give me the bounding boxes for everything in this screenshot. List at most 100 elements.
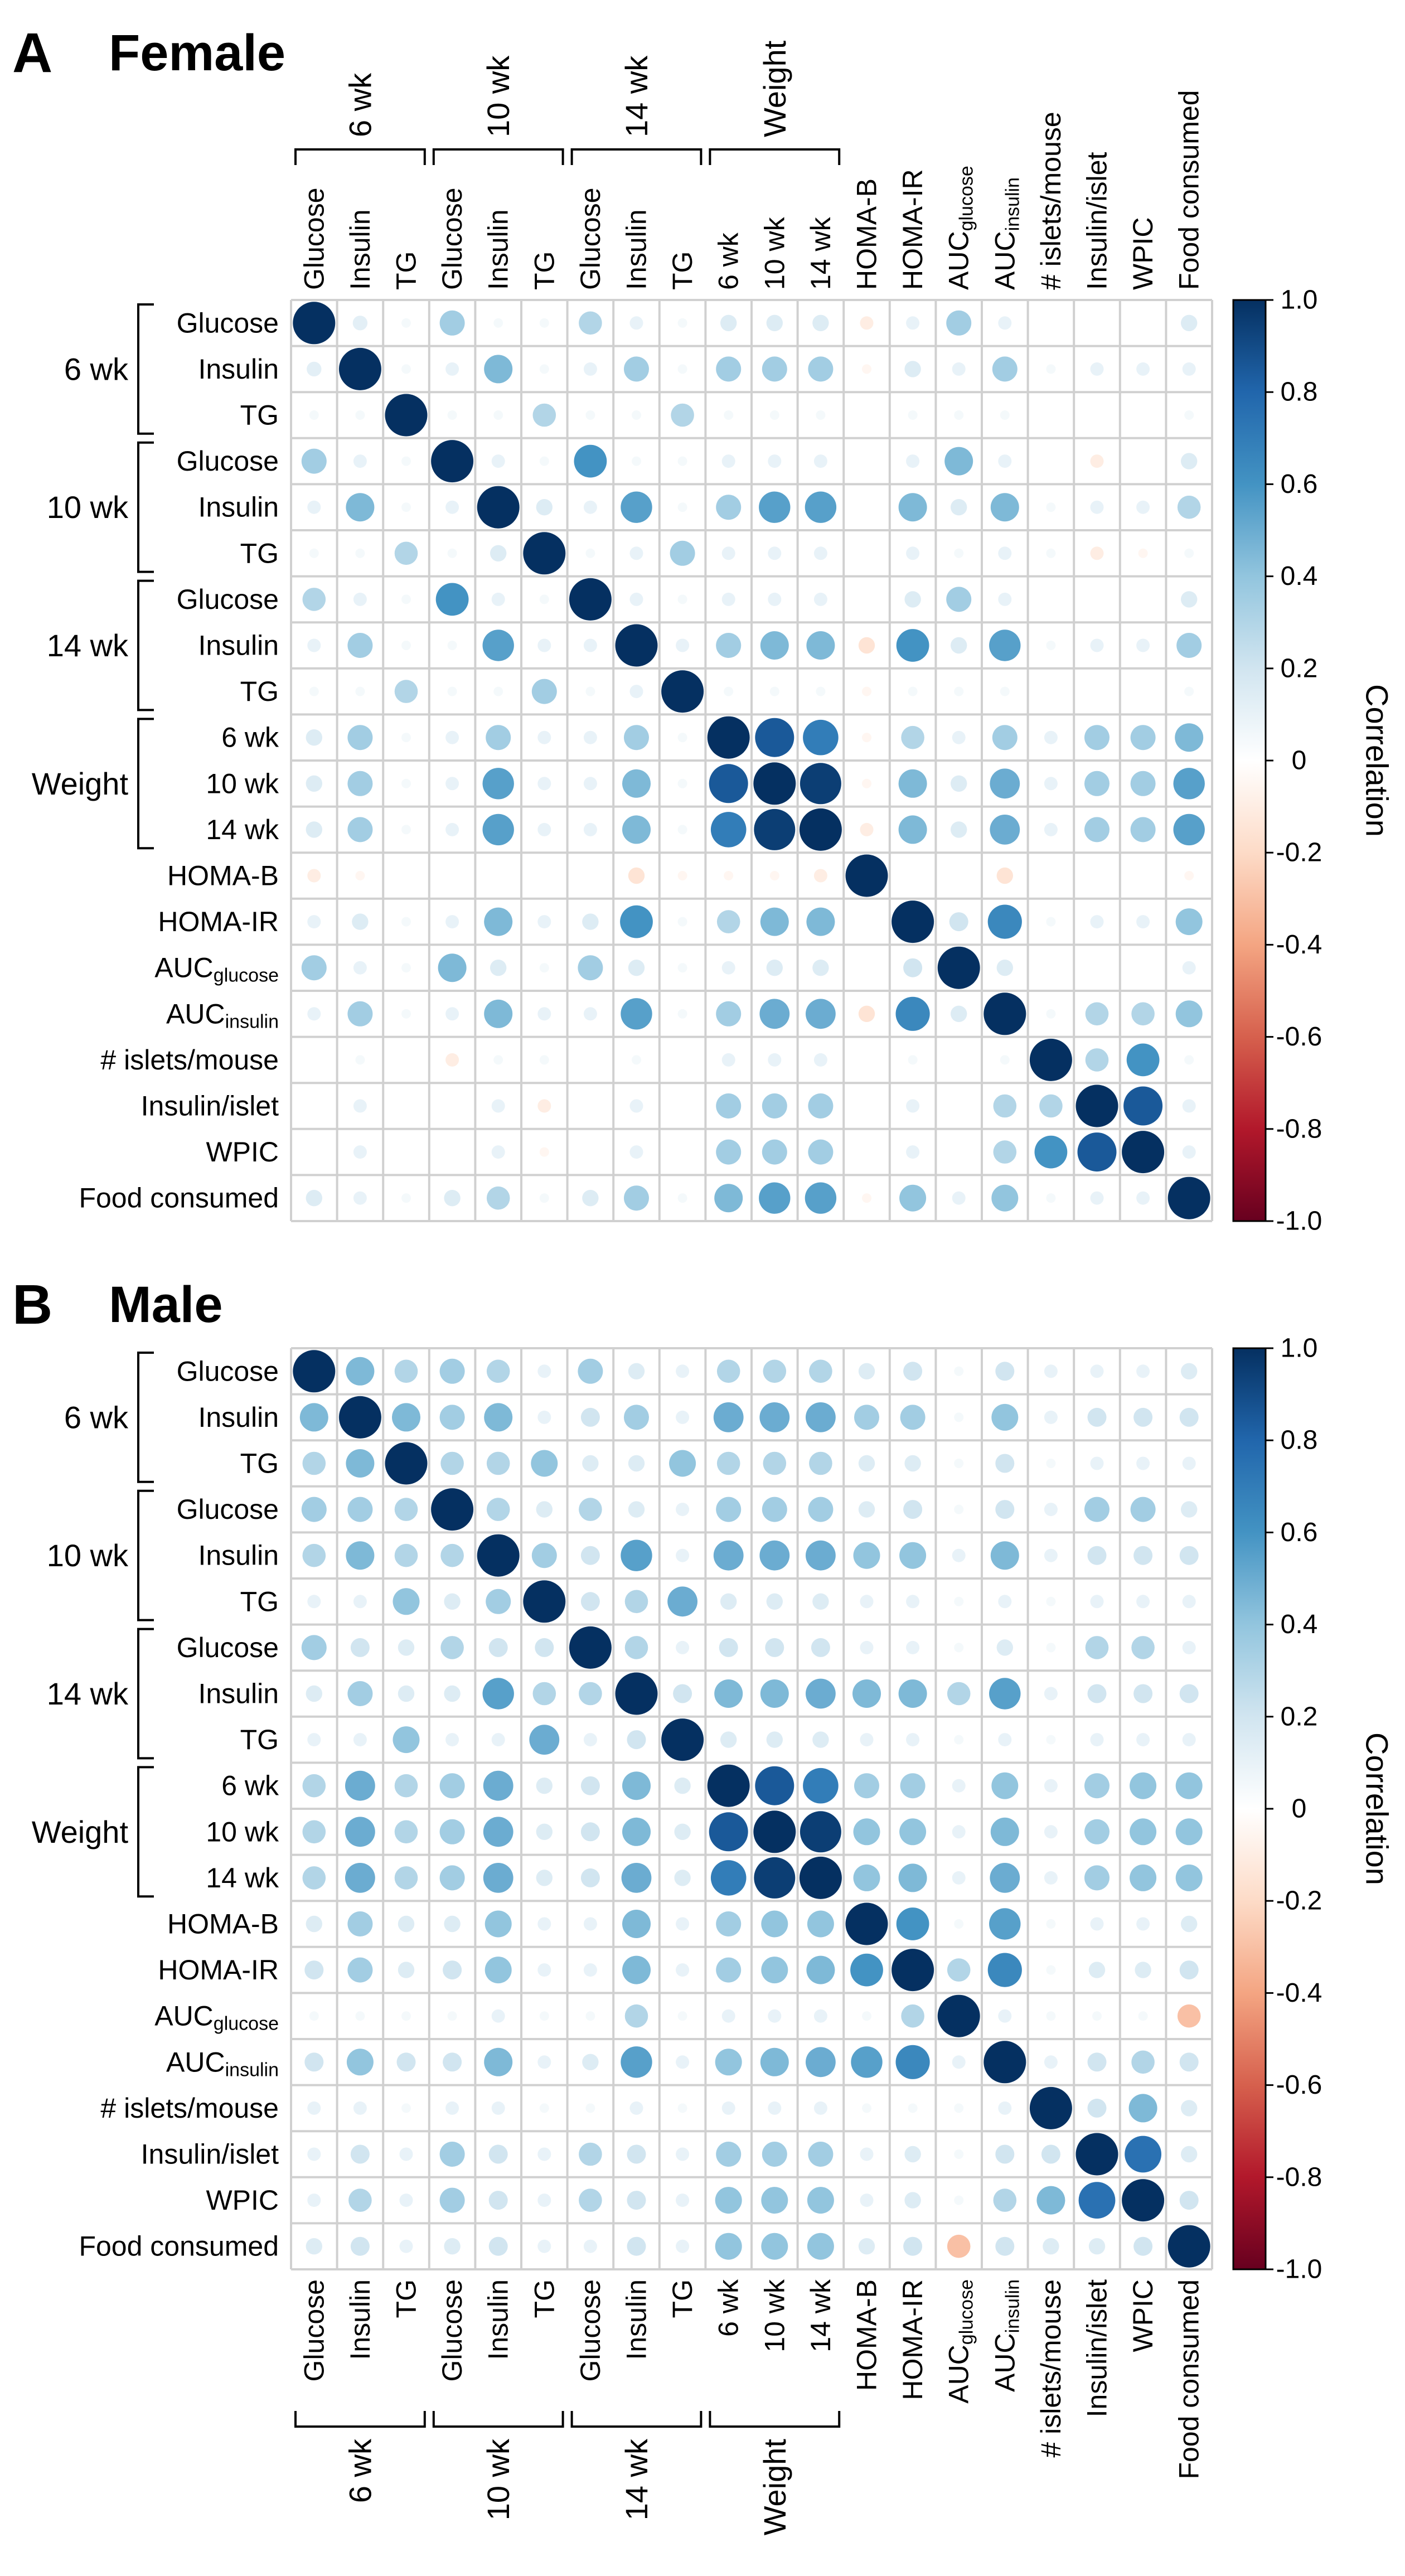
cell-r8-c12: [862, 686, 871, 696]
cell-r0-c10: [763, 1359, 787, 1383]
col-label-main: Insulin: [483, 2279, 514, 2360]
cell-r2-c0: [302, 1451, 326, 1475]
cell-r1-c14: [952, 362, 966, 376]
cell-r13-c0: [304, 1960, 324, 1980]
cell-r16-c13: [908, 1055, 918, 1065]
cell-r11-c18: [1130, 817, 1156, 842]
cell-r18-c3: [439, 2187, 465, 2213]
cell-r12-c11: [807, 1910, 834, 1938]
cell-r4-c13: [898, 493, 927, 522]
cell-r6-c2: [401, 594, 411, 604]
cell-r7-c13: [896, 629, 929, 662]
cell-r11-c8: [677, 825, 687, 835]
cell-r12-c13: [896, 1907, 929, 1940]
row-label-text: 10 wk: [206, 1816, 279, 1847]
cell-r10-c4: [483, 1817, 513, 1847]
row-label-main: AUC: [166, 2046, 225, 2078]
cell-r1-c1: [338, 347, 381, 390]
cell-r13-c7: [622, 1955, 651, 1984]
row-label: AUCglucose: [154, 952, 279, 986]
cell-r18-c15: [993, 1140, 1017, 1164]
col-label: AUCinsulin: [989, 2279, 1023, 2392]
row-label-main: Insulin: [198, 630, 279, 661]
cell-r12-c0: [307, 869, 321, 883]
cell-r10-c18: [1130, 1818, 1157, 1846]
cell-r9-c18: [1130, 1772, 1157, 1799]
cell-r6-c5: [539, 594, 549, 604]
col-label-main: TG: [391, 251, 422, 290]
cell-r0-c13: [903, 1362, 923, 1381]
cell-r0-c17: [1090, 1364, 1104, 1378]
col-label-text: Food consumed: [1174, 2279, 1205, 2480]
cell-r15-c2: [401, 1009, 411, 1019]
cell-r16-c5: [539, 1055, 549, 1065]
cell-r9-c4: [483, 1770, 513, 1801]
cell-r10-c11: [800, 1811, 841, 1853]
col-label-text: TG: [529, 251, 560, 290]
cell-r7-c18: [1136, 638, 1150, 652]
cell-r2-c12: [858, 1455, 875, 1472]
cell-r14-c10: [768, 2009, 782, 2023]
cell-r7-c5: [537, 638, 551, 652]
col-label-text: AUCinsulin: [989, 2279, 1023, 2392]
cell-r9-c19: [1175, 1772, 1203, 1799]
cell-r4-c6: [580, 1546, 600, 1565]
cell-r9-c14: [952, 730, 966, 744]
row-label-text: Glucose: [177, 1494, 279, 1525]
cell-r11-c3: [439, 1865, 465, 1891]
cell-r6-c16: [1046, 1643, 1056, 1653]
cell-r19-c2: [399, 2239, 413, 2253]
cell-r9-c7: [624, 725, 649, 750]
cell-r7-c6: [579, 1682, 602, 1706]
row-label: 14 wk: [206, 814, 279, 845]
cell-r5-c5: [523, 1580, 566, 1623]
cell-r8-c15: [998, 1733, 1012, 1747]
cell-r4-c11: [805, 491, 837, 523]
colorbar-title: Correlation: [1360, 684, 1395, 837]
cell-r13-c8: [676, 1963, 690, 1977]
cell-r9-c18: [1130, 725, 1156, 750]
cell-r13-c12: [850, 1953, 883, 1987]
col-group-label: 10 wk: [481, 2438, 516, 2520]
cell-r10-c6: [583, 777, 597, 791]
cell-r4-c12: [853, 1542, 880, 1569]
cell-r3-c9: [716, 1497, 742, 1522]
row-label-main: 6 wk: [221, 1770, 279, 1802]
cell-r15-c9: [716, 1001, 742, 1026]
cell-r15-c1: [346, 2049, 374, 2076]
col-label: Glucose: [575, 2279, 606, 2381]
cell-r7-c19: [1176, 633, 1202, 658]
cell-r3-c2: [401, 456, 411, 466]
cell-r12-c1: [355, 871, 365, 880]
cell-r13-c2: [401, 917, 411, 927]
cell-r0-c15: [995, 1362, 1015, 1381]
row-group-label: Weight: [32, 766, 129, 801]
cell-r7-c13: [898, 1679, 927, 1708]
cell-r3-c14: [954, 1504, 964, 1514]
cell-r18-c18: [1122, 1131, 1165, 1174]
cell-r9-c6: [583, 730, 597, 744]
col-label: 10 wk: [759, 216, 790, 290]
col-label-main: Insulin/islet: [1082, 152, 1113, 290]
col-label-main: Insulin/islet: [1082, 2279, 1113, 2417]
cell-r15-c5: [537, 1007, 551, 1021]
cell-r11-c12: [853, 1864, 880, 1891]
cell-r18-c7: [629, 1145, 643, 1159]
cell-r14-c5: [539, 2011, 549, 2021]
col-label-text: HOMA-IR: [897, 2279, 928, 2400]
cell-r11-c18: [1130, 1864, 1157, 1891]
col-label-main: AUC: [943, 231, 975, 290]
cell-r0-c13: [906, 316, 920, 330]
cell-r16-c13: [908, 2103, 918, 2113]
cell-r0-c5: [537, 1364, 551, 1378]
cell-r18-c13: [906, 1145, 920, 1159]
cell-r7-c11: [806, 631, 835, 660]
cell-r19-c13: [899, 1184, 927, 1212]
cell-r8-c4: [491, 1733, 505, 1747]
col-label: WPIC: [1127, 217, 1159, 290]
cell-r16-c10: [768, 2101, 782, 2115]
cell-r18-c12: [860, 2194, 874, 2207]
cell-r10-c9: [709, 764, 748, 803]
cell-r6-c4: [488, 1638, 508, 1657]
colorbar-tick-label: 0: [1292, 746, 1307, 776]
